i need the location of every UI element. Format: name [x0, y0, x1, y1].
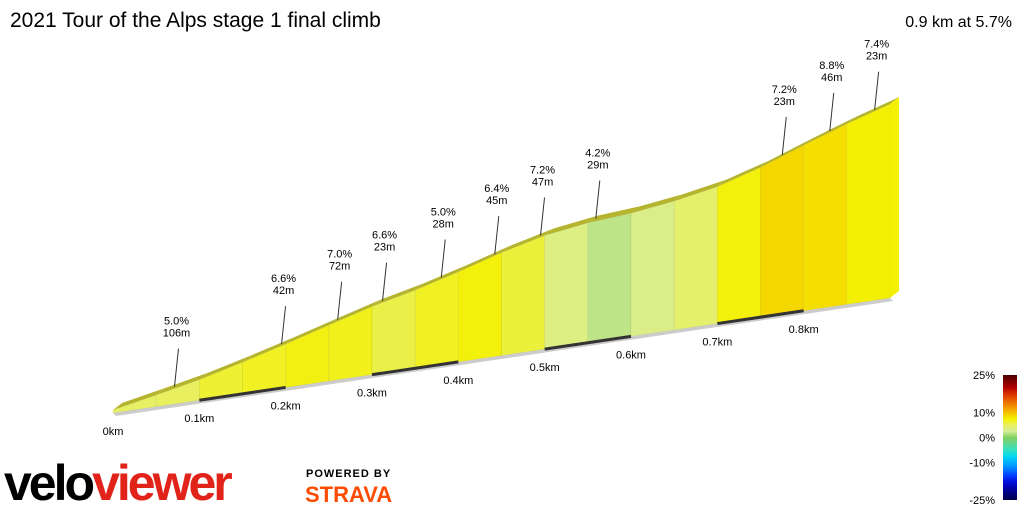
x-tick-band	[199, 385, 286, 402]
annotation-gradient: 7.2%	[772, 84, 797, 96]
annotation-gradient: 7.4%	[864, 39, 889, 51]
x-tick-band	[371, 360, 459, 377]
annotation-gradient: 8.8%	[819, 60, 844, 72]
profile-ridge	[156, 372, 209, 396]
annotation-stem	[829, 92, 835, 132]
profile-slice	[501, 235, 545, 356]
annotation-length: 46m	[821, 72, 842, 84]
x-tick-label: 0.7km	[702, 337, 732, 349]
annotation-stem	[595, 180, 601, 219]
x-tick-label: 0.8km	[789, 324, 819, 336]
profile-slice	[544, 222, 589, 350]
annotation-length: 47m	[532, 176, 553, 188]
color-scale-label: -10%	[969, 458, 995, 470]
profile-slice	[760, 144, 804, 318]
x-tick-label: 0.3km	[357, 388, 387, 400]
color-scale-label: 0%	[979, 433, 995, 445]
annotation-gradient: 6.6%	[372, 230, 397, 242]
x-tick-band	[717, 309, 804, 326]
profile-ridge	[458, 245, 511, 272]
base	[113, 298, 893, 416]
annotation-length: 23m	[866, 51, 887, 63]
logo-viewer: viewer	[92, 455, 232, 511]
powered-by: POWERED BY	[306, 468, 391, 480]
color-scale-bar	[1003, 375, 1017, 500]
profile-ridge	[631, 194, 684, 214]
color-scale-label: 10%	[973, 408, 995, 420]
profile-ridge	[674, 179, 727, 202]
profile-ridge	[285, 318, 338, 344]
annotation-length: 23m	[374, 242, 395, 254]
profile-ridge	[113, 388, 166, 410]
profile-slice	[717, 166, 761, 324]
annotation-length: 29m	[587, 160, 608, 172]
profile-ridge	[328, 299, 381, 326]
annotation-gradient: 7.2%	[530, 164, 555, 176]
annotation-length: 28m	[433, 218, 454, 230]
annotation-stem	[781, 116, 787, 156]
annotation-stem	[540, 197, 546, 236]
annotation-gradient: 5.0%	[164, 316, 189, 328]
x-tick-label: 0.5km	[530, 362, 560, 374]
annotation-gradient: 7.0%	[327, 249, 352, 261]
annotation-stem	[874, 71, 880, 110]
annotation-gradient: 5.0%	[431, 206, 456, 218]
profile-slice	[673, 186, 718, 331]
annotation-length: 72m	[329, 261, 350, 273]
profile-slice	[630, 200, 675, 337]
x-tick-label: 0.6km	[616, 349, 646, 361]
annotation-stem	[173, 348, 179, 387]
chart-subtitle: 0.9 km at 5.7%	[905, 14, 1012, 31]
profile-ridge	[760, 138, 813, 168]
profile-ridge	[199, 355, 252, 380]
annotation-length: 23m	[774, 96, 795, 108]
profile-slice	[328, 306, 373, 382]
logo: veloviewer	[4, 455, 232, 511]
annotation-gradient: 4.2%	[585, 148, 610, 160]
annotation-length: 106m	[163, 328, 191, 340]
x-tick-label: 0.2km	[271, 400, 301, 412]
x-tick-band	[544, 334, 632, 351]
annotation-stem	[440, 239, 446, 278]
profile-ridge	[846, 97, 899, 124]
x-tick-label: 0.4km	[443, 375, 473, 387]
profile-ridge	[587, 206, 640, 223]
logo-velo: velo	[4, 455, 94, 511]
annotation-gradient: 6.6%	[271, 273, 296, 285]
profile-slice	[846, 103, 891, 305]
annotation-length: 45m	[486, 195, 507, 207]
annotation-stem	[337, 281, 343, 320]
annotation-stem	[281, 306, 287, 345]
annotation-stem	[382, 262, 388, 301]
profile-slice	[587, 212, 632, 344]
profile-ridge	[717, 160, 770, 187]
x-tick-label: 0.1km	[184, 413, 214, 425]
profile-ridge	[372, 283, 425, 307]
annotation-length: 42m	[273, 285, 294, 297]
color-scale-label: -25%	[969, 495, 995, 507]
chart-title: 2021 Tour of the Alps stage 1 final clim…	[10, 9, 381, 32]
profile-slice	[458, 252, 502, 363]
annotation-stem	[494, 216, 500, 255]
profile-ridge	[544, 215, 597, 236]
profile-slice	[803, 123, 848, 312]
x-tick-label: 0km	[103, 426, 124, 438]
color-scale-label: 25%	[973, 370, 995, 382]
annotation-gradient: 6.4%	[484, 183, 509, 195]
strava-logo: STRAVA	[305, 482, 392, 507]
profile-end	[890, 97, 899, 298]
